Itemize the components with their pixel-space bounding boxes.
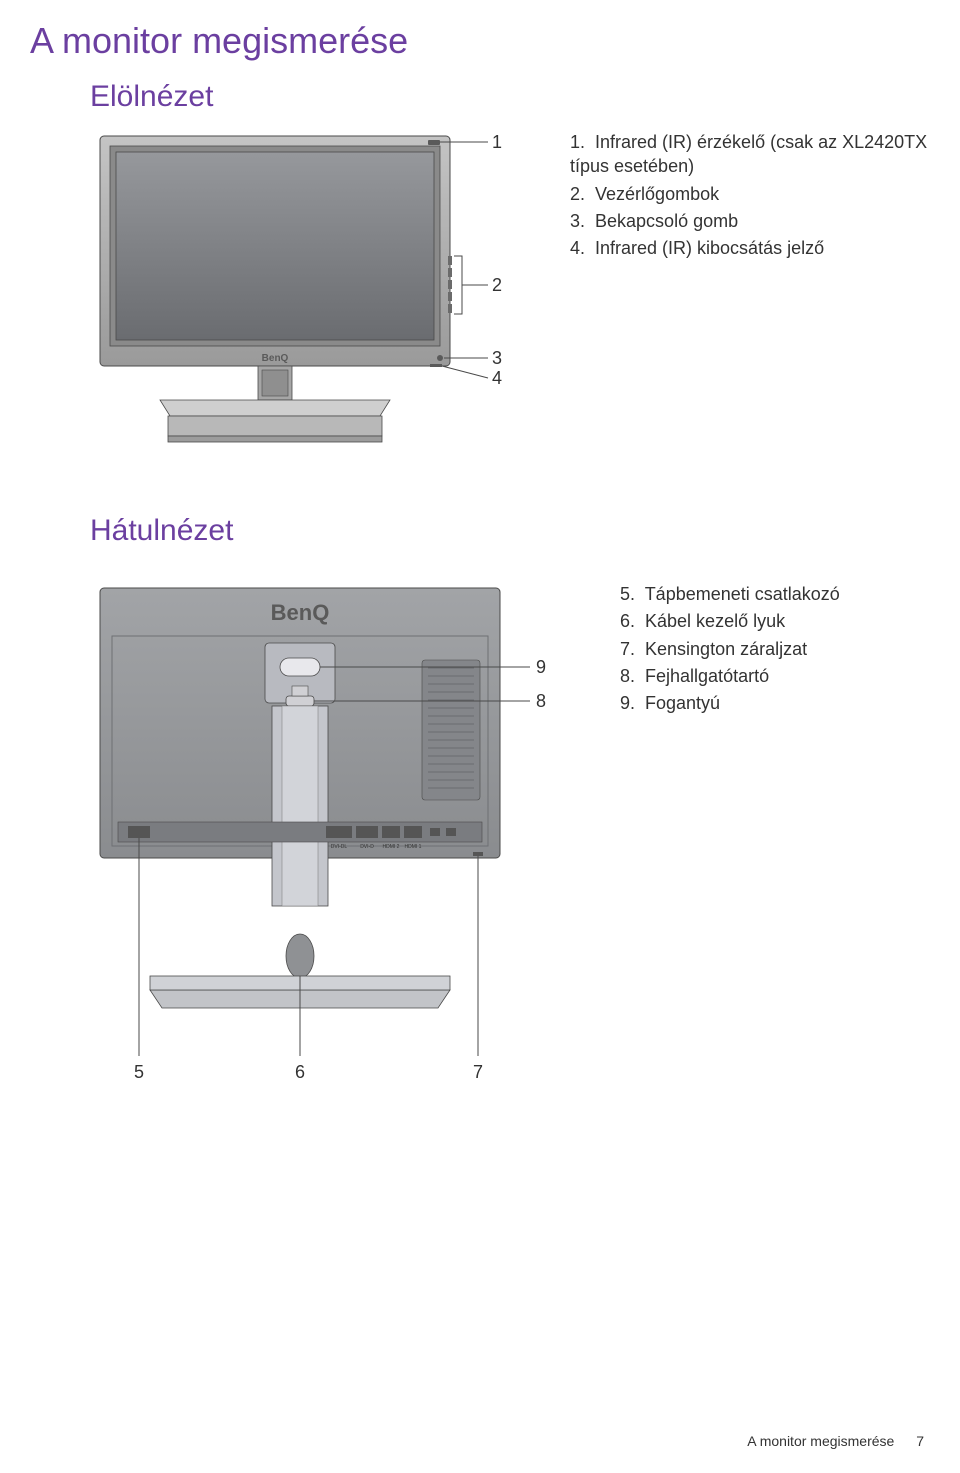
page-footer: A monitor megismerése 7 <box>747 1433 924 1449</box>
rear-item-7: 7. Kensington záraljzat <box>620 637 840 661</box>
benq-logo-rear: BenQ <box>271 600 330 625</box>
rear-item-6: 6. Kábel kezelő lyuk <box>620 609 840 633</box>
svg-text:HDMI 2: HDMI 2 <box>383 844 400 850</box>
page-title: A monitor megismerése <box>0 0 960 62</box>
front-callout-3: 3 <box>492 348 502 368</box>
rear-item-9: 9. Fogantyú <box>620 691 840 715</box>
rear-view-block: BenQ <box>90 578 960 1098</box>
footer-text: A monitor megismerése <box>747 1433 894 1449</box>
front-item-4: 4. Infrared (IR) kibocsátás jelző <box>570 236 960 260</box>
rear-item-5: 5. Tápbemeneti csatlakozó <box>620 582 840 606</box>
front-view-heading: Elölnézet <box>90 80 960 114</box>
rear-callout-8: 8 <box>536 691 546 711</box>
rear-legend: 5. Tápbemeneti csatlakozó 6. Kábel kezel… <box>620 582 840 718</box>
page-number: 7 <box>916 1433 924 1449</box>
svg-text:DVI-DL: DVI-DL <box>331 844 348 850</box>
rear-view-heading: Hátulnézet <box>90 514 960 548</box>
rear-diagram: BenQ <box>90 578 570 1098</box>
front-diagram: BenQ 1 2 3 4 <box>90 126 510 496</box>
rear-callout-5: 5 <box>134 1062 144 1082</box>
front-callout-1: 1 <box>492 132 502 152</box>
benq-logo-front: BenQ <box>262 353 289 364</box>
rear-callout-9: 9 <box>536 657 546 677</box>
svg-text:HDMI 1: HDMI 1 <box>405 844 422 850</box>
front-callout-4: 4 <box>492 368 502 388</box>
front-view-block: BenQ 1 2 3 4 <box>90 126 960 496</box>
front-callout-2: 2 <box>492 275 502 295</box>
front-item-1: 1. Infrared (IR) érzékelő (csak az XL242… <box>570 130 960 179</box>
svg-text:DVI-D: DVI-D <box>360 844 374 850</box>
rear-item-8: 8. Fejhallgatótartó <box>620 664 840 688</box>
front-legend: 1. Infrared (IR) érzékelő (csak az XL242… <box>570 130 960 263</box>
front-item-2: 2. Vezérlőgombok <box>570 182 960 206</box>
front-item-3: 3. Bekapcsoló gomb <box>570 209 960 233</box>
rear-callout-6: 6 <box>295 1062 305 1082</box>
rear-callout-7: 7 <box>473 1062 483 1082</box>
